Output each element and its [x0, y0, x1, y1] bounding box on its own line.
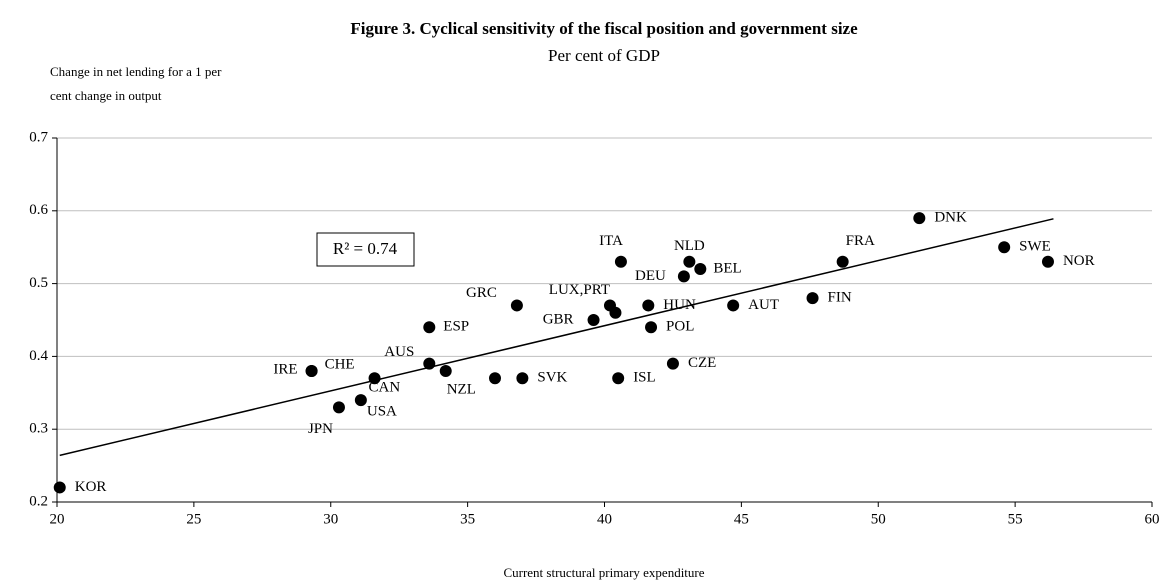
- point: [423, 321, 436, 334]
- point-label: USA: [367, 404, 397, 420]
- point: [609, 306, 622, 319]
- point-label: HUN: [663, 297, 696, 313]
- point: [806, 292, 819, 305]
- point-label: CAN: [369, 380, 401, 396]
- point-label: FRA: [846, 233, 875, 249]
- point-label: POL: [666, 319, 694, 335]
- point: [332, 401, 345, 414]
- point-label: BEL: [713, 260, 741, 276]
- point-label: JPN: [308, 421, 333, 437]
- x-tick-label: 45: [734, 511, 749, 527]
- point-label: ESP: [443, 319, 469, 335]
- point: [423, 357, 436, 370]
- point-label: KOR: [75, 479, 107, 495]
- x-tick-label: 60: [1145, 511, 1160, 527]
- annotation: R² = 0.74: [333, 239, 398, 258]
- point-label: LUX,PRT: [549, 282, 610, 298]
- y-tick-label: 0.2: [29, 493, 48, 509]
- y-axis-label: Change in net lending for a 1 per: [50, 64, 222, 79]
- point-label: GBR: [543, 311, 574, 327]
- point: [439, 364, 452, 377]
- chart-title: Figure 3. Cyclical sensitivity of the fi…: [350, 19, 858, 38]
- trend-line: [59, 218, 1054, 457]
- point: [836, 255, 849, 268]
- x-tick-label: 35: [460, 511, 475, 527]
- point: [489, 372, 501, 385]
- point-label: AUT: [748, 297, 779, 313]
- point: [368, 372, 381, 385]
- point-label: SWE: [1019, 239, 1051, 255]
- y-tick-label: 0.5: [29, 275, 48, 291]
- x-tick-label: 55: [1008, 511, 1023, 527]
- annotation-box: [316, 232, 415, 267]
- point: [53, 481, 66, 494]
- point-label: CHE: [325, 356, 355, 372]
- point: [516, 372, 529, 385]
- point: [694, 263, 707, 276]
- point-label: FIN: [828, 290, 852, 306]
- x-tick-label: 20: [50, 511, 65, 527]
- point: [727, 299, 740, 312]
- point-label: CZE: [688, 355, 716, 371]
- point-label: AUS: [384, 344, 414, 360]
- point: [677, 270, 690, 283]
- x-tick-label: 25: [186, 511, 201, 527]
- y-tick-label: 0.4: [29, 348, 48, 364]
- point: [354, 394, 367, 407]
- point: [913, 212, 926, 225]
- point: [587, 314, 600, 326]
- point-label: ISL: [633, 370, 656, 386]
- point-label: GRC: [466, 285, 497, 301]
- y-tick-label: 0.3: [29, 421, 48, 437]
- point: [666, 357, 679, 370]
- point: [305, 364, 318, 377]
- point-label: SVK: [537, 370, 567, 386]
- point: [645, 321, 658, 334]
- point: [683, 255, 696, 268]
- point: [998, 241, 1011, 254]
- point: [1041, 255, 1054, 268]
- point: [614, 255, 627, 268]
- y-axis-label: cent change in output: [50, 88, 162, 103]
- point-label: NZL: [447, 381, 476, 397]
- chart-subtitle: Per cent of GDP: [548, 46, 660, 65]
- point-label: NOR: [1063, 253, 1095, 269]
- point-label: DNK: [934, 210, 967, 226]
- point: [510, 299, 523, 312]
- point: [612, 372, 625, 385]
- point-label: NLD: [674, 238, 705, 254]
- x-axis-label: Current structural primary expenditure: [503, 565, 704, 580]
- x-tick-label: 30: [323, 511, 338, 527]
- point-label: DEU: [635, 268, 666, 284]
- y-tick-label: 0.6: [29, 202, 48, 218]
- point-label: IRE: [273, 361, 297, 377]
- x-tick-label: 40: [597, 511, 612, 527]
- y-tick-label: 0.7: [29, 129, 48, 145]
- point: [642, 299, 655, 312]
- x-tick-label: 50: [871, 511, 886, 527]
- point-label: ITA: [599, 233, 623, 249]
